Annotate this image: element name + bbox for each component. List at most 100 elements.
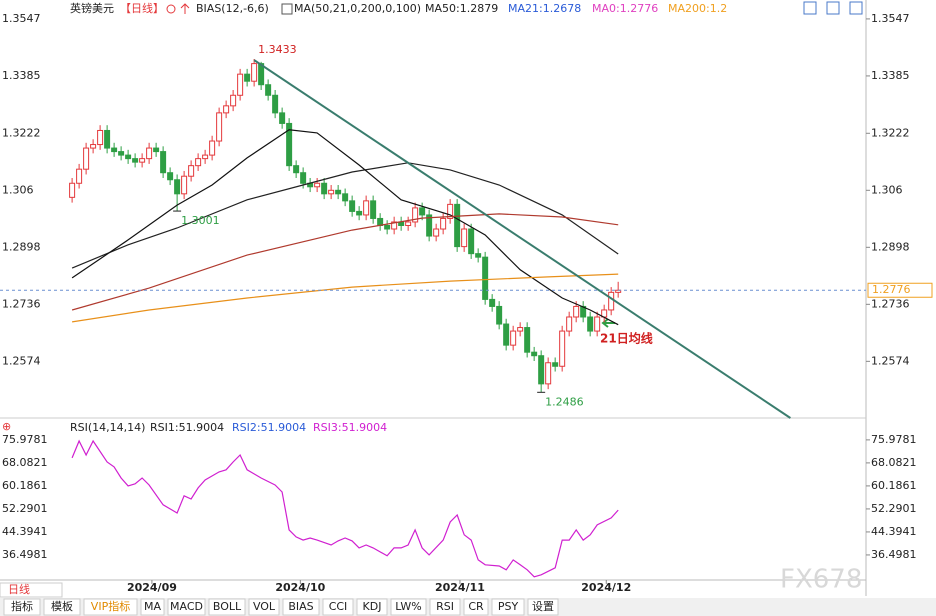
candle-body <box>468 228 475 255</box>
candle-body <box>489 298 496 307</box>
candle-body <box>573 305 580 318</box>
tab[interactable] <box>167 598 206 616</box>
y-tick-label: 1.3547 <box>871 12 910 25</box>
settings-icon[interactable]: ⊕ <box>2 420 11 433</box>
tab[interactable] <box>282 598 320 616</box>
candle-body <box>566 316 573 332</box>
tab[interactable] <box>140 598 165 616</box>
tab-label[interactable]: CR <box>468 600 484 613</box>
tab-label[interactable]: 设置 <box>532 600 554 613</box>
candle-body <box>426 214 433 237</box>
tab-label[interactable]: VIP指标 <box>91 599 130 613</box>
y-tick-label: 44.3941 <box>2 525 48 538</box>
legend-entry: MA0:1.2776 <box>592 2 658 15</box>
candle-body <box>69 182 76 198</box>
annotation-arrow <box>601 318 615 328</box>
candle-body <box>363 200 370 216</box>
tab[interactable] <box>463 598 489 616</box>
tab-label[interactable]: CCI <box>329 600 348 613</box>
candle-body <box>300 172 307 184</box>
candle-body <box>538 355 545 385</box>
candle-body <box>496 305 503 325</box>
tab[interactable] <box>248 598 280 616</box>
tab[interactable] <box>208 598 246 616</box>
tab-label[interactable]: LW% <box>395 600 421 613</box>
candle-body <box>559 330 566 367</box>
tab-label[interactable]: MACD <box>170 600 203 613</box>
tab-label[interactable]: MA <box>144 600 161 613</box>
tab[interactable] <box>390 598 427 616</box>
button[interactable] <box>849 1 863 15</box>
candle-body <box>265 84 272 96</box>
tab[interactable] <box>3 598 41 616</box>
x-tick-label: 2024/10 <box>275 581 325 594</box>
icon[interactable] <box>180 3 190 14</box>
icon[interactable] <box>166 4 176 14</box>
tab-label[interactable]: PSY <box>498 600 519 613</box>
candle-body <box>335 189 342 195</box>
candle-body <box>286 122 293 167</box>
button[interactable] <box>826 1 840 15</box>
candle-body <box>440 217 447 230</box>
candle-body <box>531 351 538 357</box>
candle-body <box>181 175 188 195</box>
x-tick-label: 2024/12 <box>581 581 631 594</box>
tab-label[interactable]: KDJ <box>363 600 382 613</box>
candle-body <box>524 327 531 353</box>
bias-label: BIAS(12,-6,6) <box>196 2 269 15</box>
candle-body <box>328 189 335 195</box>
y-tick-label: 1.3385 <box>2 69 41 82</box>
tab-label[interactable]: 指标 <box>11 599 33 613</box>
period-select[interactable] <box>0 582 63 598</box>
candle-body <box>293 165 300 174</box>
candle-body <box>160 151 167 174</box>
tab[interactable] <box>429 598 461 616</box>
legend-entry: MA21:1.2678 <box>508 2 581 15</box>
y-tick-label: 1.3547 <box>2 12 41 25</box>
candle-body <box>405 221 412 226</box>
tab-label[interactable]: 模板 <box>51 599 73 613</box>
y-tick-label: 75.9781 <box>871 433 917 446</box>
legend-entry: RSI3:51.9004 <box>313 421 387 434</box>
candle-body <box>349 200 356 212</box>
candle-body <box>209 140 216 156</box>
y-tick-label: 68.0821 <box>2 456 48 469</box>
candle-body <box>412 207 419 223</box>
candle-body <box>552 362 559 367</box>
y-tick-label: 1.3222 <box>2 126 41 139</box>
price-tag <box>867 282 933 298</box>
tab-label[interactable]: BOLL <box>213 600 242 613</box>
candle-body <box>314 182 321 188</box>
y-tick-label: 68.0821 <box>871 456 917 469</box>
line-series <box>72 273 619 323</box>
candle-body <box>279 112 286 124</box>
candle-body <box>244 73 251 82</box>
legend-entry: MA50:1.2879 <box>425 2 498 15</box>
y-tick-label: 1.306 <box>871 183 903 196</box>
tab[interactable] <box>43 598 81 616</box>
tab[interactable] <box>527 598 559 616</box>
line-series <box>71 439 619 578</box>
candle-body <box>251 63 258 82</box>
tab[interactable] <box>322 598 354 616</box>
period: 【日线】 <box>120 1 164 15</box>
tab-label[interactable]: RSI <box>436 600 454 613</box>
candle-body <box>97 129 104 146</box>
button[interactable] <box>803 1 817 15</box>
x-tick-label: 2024/09 <box>127 581 177 594</box>
tab-label[interactable]: BIAS <box>288 600 313 613</box>
line-series <box>71 162 619 269</box>
icon[interactable] <box>281 3 293 15</box>
candle-body <box>118 151 125 156</box>
candle-body <box>461 228 468 248</box>
tab[interactable] <box>83 598 138 616</box>
period-select-label[interactable]: 日线 <box>8 582 30 596</box>
tab[interactable] <box>491 598 525 616</box>
tab[interactable] <box>356 598 388 616</box>
candle-body <box>517 327 524 332</box>
y-tick-label: 60.1861 <box>2 479 48 492</box>
y-tick-label: 60.1861 <box>871 479 917 492</box>
tab-label[interactable]: VOL <box>253 600 276 613</box>
